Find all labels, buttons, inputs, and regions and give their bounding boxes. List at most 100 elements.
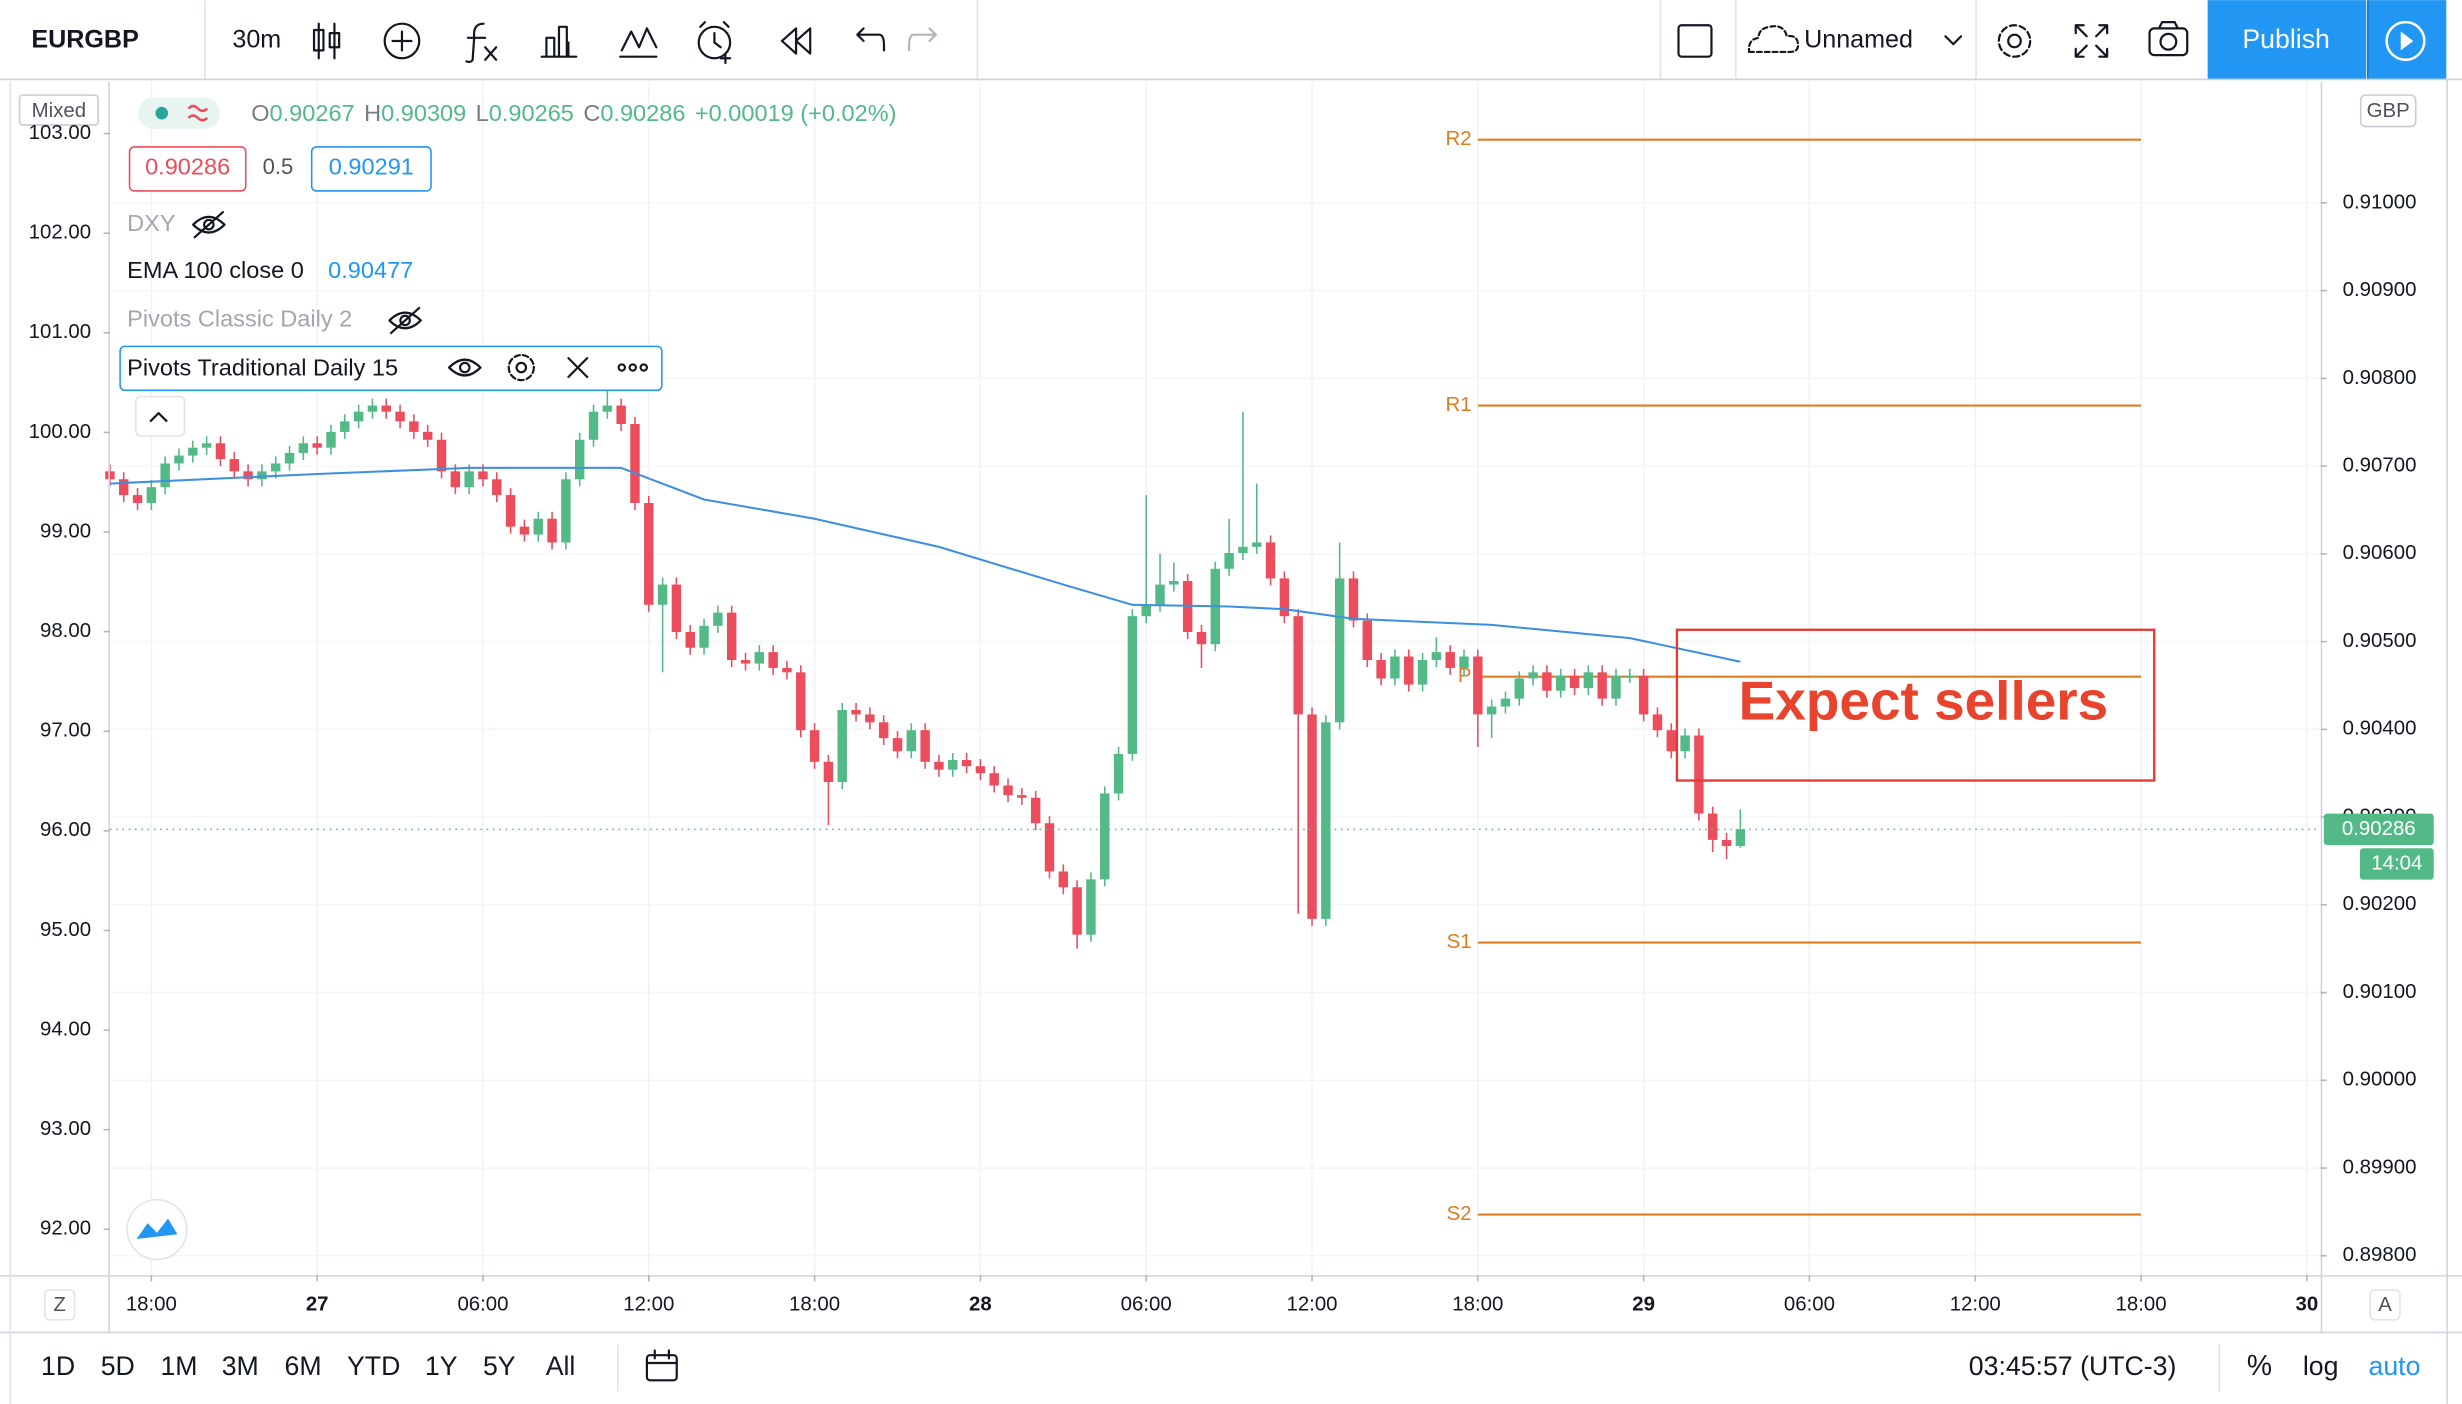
zoom-label[interactable]: Z	[53, 1294, 65, 1316]
auto-scale-label[interactable]: A	[2378, 1294, 2392, 1316]
y-tick-label: 0.89900	[2343, 1156, 2417, 1178]
candle-body	[1721, 839, 1732, 847]
candle-body	[1625, 675, 1635, 678]
auto-scale-button[interactable]	[2369, 1289, 2401, 1321]
indicators-icon[interactable]	[465, 22, 498, 63]
candle-body	[1445, 652, 1455, 668]
indicator-pivots-traditional[interactable]: Pivots Traditional Daily 15	[127, 354, 398, 380]
pivot-label: R2	[1445, 128, 1471, 150]
indicator-ema[interactable]: EMA 100 close 0	[127, 257, 304, 283]
candle-body	[1404, 656, 1414, 685]
snapshot-icon[interactable]	[2148, 21, 2189, 57]
clock[interactable]: 03:45:57 (UTC-3)	[1969, 1351, 2177, 1381]
stream-icon-play	[2400, 31, 2414, 51]
annotation-text[interactable]: Expect sellers	[1739, 670, 2109, 732]
candle-body	[243, 471, 253, 480]
percent-toggle[interactable]: %	[2247, 1349, 2272, 1381]
candle-body	[865, 714, 875, 723]
ema-line	[109, 466, 1741, 663]
remove-icon[interactable]	[567, 357, 589, 379]
toolbar	[0, 0, 2462, 79]
candle-body	[1473, 656, 1483, 715]
y2-tick-label: 94.00	[40, 1018, 91, 1040]
ask-box[interactable]	[310, 146, 432, 192]
range-button[interactable]: 1D	[41, 1351, 75, 1381]
bid-box[interactable]	[128, 146, 247, 192]
indicator-dxy[interactable]: DXY	[127, 210, 176, 236]
candle-body	[1528, 672, 1538, 679]
zoom-button[interactable]	[43, 1289, 76, 1321]
redo-icon[interactable]	[908, 27, 937, 52]
chart-type-icon[interactable]	[312, 22, 341, 60]
candle-body	[657, 584, 668, 605]
more-icon[interactable]	[617, 363, 649, 372]
currency-badge[interactable]	[2359, 94, 2417, 128]
candle-body	[464, 471, 474, 488]
candle-body	[1265, 542, 1276, 579]
collapse-icon[interactable]	[149, 411, 168, 423]
candle-body	[1569, 675, 1580, 689]
y2-tick-label: 96.00	[40, 819, 91, 841]
auto-toggle[interactable]: auto	[2369, 1351, 2421, 1381]
financials-icon[interactable]	[619, 27, 658, 58]
indicator-pivots-classic[interactable]: Pivots Classic Daily 2	[127, 306, 352, 332]
y-tick-label: 0.90000	[2343, 1069, 2417, 1091]
candle-body	[519, 526, 530, 535]
layout-chevron[interactable]	[1944, 35, 1963, 46]
range-button[interactable]: YTD	[347, 1351, 400, 1381]
candle-body	[188, 447, 198, 456]
candle-body	[823, 761, 834, 782]
annotation-box[interactable]	[1675, 628, 2156, 782]
candle-body	[1362, 620, 1372, 661]
compare-icon[interactable]	[383, 22, 421, 60]
templates-icon[interactable]	[540, 25, 578, 58]
publish-button[interactable]	[2207, 0, 2367, 79]
alert-icon[interactable]	[697, 21, 732, 65]
ask-price[interactable]: 0.90291	[329, 153, 414, 179]
go-to-date-icon[interactable]	[645, 1349, 678, 1382]
hidden-eye-icon[interactable]	[192, 211, 226, 239]
status-pill[interactable]	[138, 97, 220, 129]
undo-icon[interactable]	[856, 27, 886, 52]
symbol[interactable]: EURGBP	[31, 26, 138, 54]
log-toggle[interactable]: log	[2303, 1351, 2339, 1381]
candle-body	[961, 760, 972, 767]
hidden-eye-icon[interactable]	[388, 306, 422, 335]
ohlc-change: +0.00019 (+0.02%)	[695, 100, 897, 126]
candle-body	[685, 631, 695, 648]
replay-icon[interactable]	[780, 27, 812, 55]
cloud-icon[interactable]	[1747, 25, 1800, 54]
currency[interactable]: GBP	[2367, 100, 2410, 122]
range-button[interactable]: All	[546, 1351, 576, 1381]
range-button[interactable]: 5D	[101, 1351, 135, 1381]
select-icon[interactable]	[1677, 24, 1713, 58]
range-button[interactable]: 3M	[222, 1351, 259, 1381]
publish-label[interactable]: Publish	[2242, 24, 2330, 54]
candle-body	[934, 761, 944, 770]
range-buttons: 1D 5D 1M 3M 6M YTD 1Y 5Y All	[41, 1351, 575, 1381]
logo[interactable]	[126, 1198, 188, 1261]
candle-body	[284, 452, 295, 464]
status-wave	[187, 104, 209, 122]
stream-icon[interactable]	[2385, 20, 2426, 62]
range-button[interactable]: 1M	[160, 1351, 197, 1381]
range-button[interactable]: 5Y	[483, 1351, 516, 1381]
settings-icon[interactable]	[1997, 24, 2032, 58]
layout-name[interactable]: Unnamed	[1804, 26, 1913, 54]
countdown-badge	[2359, 848, 2434, 880]
collapse-button[interactable]	[135, 395, 186, 437]
eye-icon[interactable]	[447, 358, 482, 377]
interval[interactable]: 30m	[232, 26, 281, 54]
range-button[interactable]: 6M	[285, 1351, 322, 1381]
mode-badge[interactable]	[18, 94, 99, 126]
candle-body	[1127, 616, 1138, 754]
range-button[interactable]: 1Y	[425, 1351, 458, 1381]
mode-label[interactable]: Mixed	[32, 100, 86, 122]
fullscreen-icon[interactable]	[2074, 24, 2109, 58]
settings-icon[interactable]	[507, 353, 535, 382]
candle-body	[878, 722, 889, 739]
bid-price[interactable]: 0.90286	[145, 153, 230, 179]
candle-body	[1224, 552, 1234, 569]
y2-tick-label: 97.00	[40, 720, 91, 742]
